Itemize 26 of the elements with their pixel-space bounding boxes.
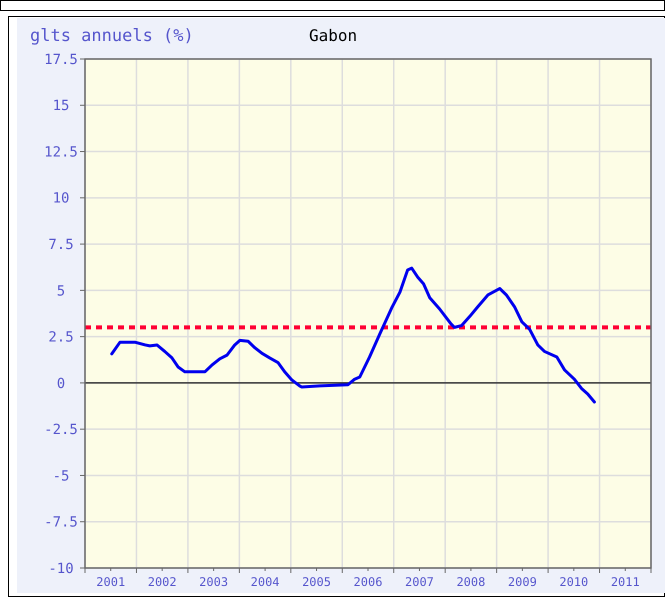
y-tick-label: 12.5 — [44, 144, 78, 160]
x-tick-label: 2009 — [508, 575, 537, 589]
y-tick-label: 17.5 — [44, 52, 78, 68]
x-tick-label: 2003 — [199, 575, 228, 589]
y-tick-label: 7.5 — [48, 236, 74, 253]
x-tick-label: 2011 — [610, 575, 640, 589]
x-tick-label: 2001 — [96, 575, 126, 589]
y-tick-label: 5 — [56, 283, 66, 300]
y-tick-label: 0 — [56, 376, 66, 392]
x-tick-label: 2005 — [302, 575, 331, 589]
y-tick-label: -10 — [48, 560, 74, 577]
x-tick-label: 2006 — [354, 575, 382, 589]
y-tick-label: -5 — [52, 468, 70, 484]
y-axis-title: glts annuels (%) — [30, 26, 194, 46]
x-tick-label: 2008 — [456, 575, 486, 589]
x-tick-label: 2007 — [405, 575, 434, 589]
x-tick-label: 2010 — [559, 575, 588, 589]
x-tick-label: 2004 — [250, 575, 280, 589]
y-tick-label: -2.5 — [44, 422, 78, 438]
y-tick-label: 15 — [52, 98, 70, 114]
chart-title: Gabon — [309, 26, 358, 45]
y-tick-label: 2.5 — [48, 330, 74, 346]
y-tick-label: -7.5 — [44, 514, 78, 531]
line-series — [110, 266, 596, 404]
x-tick-label: 2002 — [148, 575, 177, 589]
y-tick-label: 10 — [52, 190, 70, 207]
